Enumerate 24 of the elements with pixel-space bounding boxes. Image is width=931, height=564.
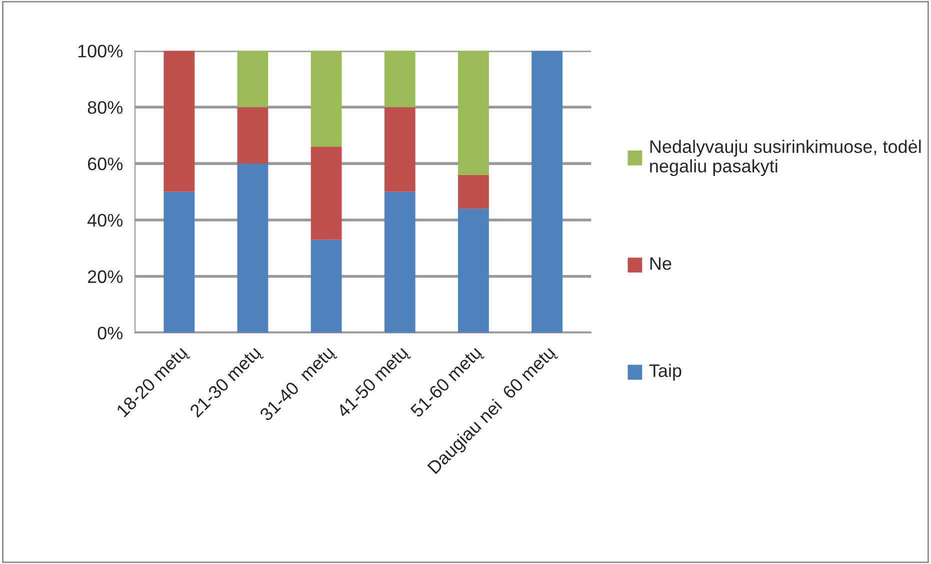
y-tick-label: 80% <box>88 101 123 114</box>
y-tick-label: 60% <box>88 157 123 170</box>
bar <box>384 107 416 192</box>
bar <box>164 192 195 333</box>
y-tick-label: 100% <box>78 44 123 58</box>
bar <box>164 50 195 192</box>
y-tick-label: 40% <box>87 214 123 227</box>
bar <box>310 240 342 333</box>
legend-label: Taip <box>649 364 682 381</box>
bar <box>384 50 416 108</box>
y-tick-label: 0% <box>98 326 123 340</box>
bar <box>532 50 562 333</box>
bar <box>237 164 268 333</box>
bar <box>458 174 489 209</box>
bar <box>237 107 268 164</box>
bar <box>458 208 489 333</box>
legend-label: Nedalyvauju susirinkimuose, todėl negaliu pasakyti <box>650 140 921 176</box>
y-tick-label: 20% <box>88 270 123 284</box>
bar <box>310 146 342 240</box>
bar <box>458 50 489 175</box>
bar <box>310 50 342 147</box>
legend-label: Ne <box>650 257 672 270</box>
bar <box>237 50 268 108</box>
bar <box>384 192 416 333</box>
